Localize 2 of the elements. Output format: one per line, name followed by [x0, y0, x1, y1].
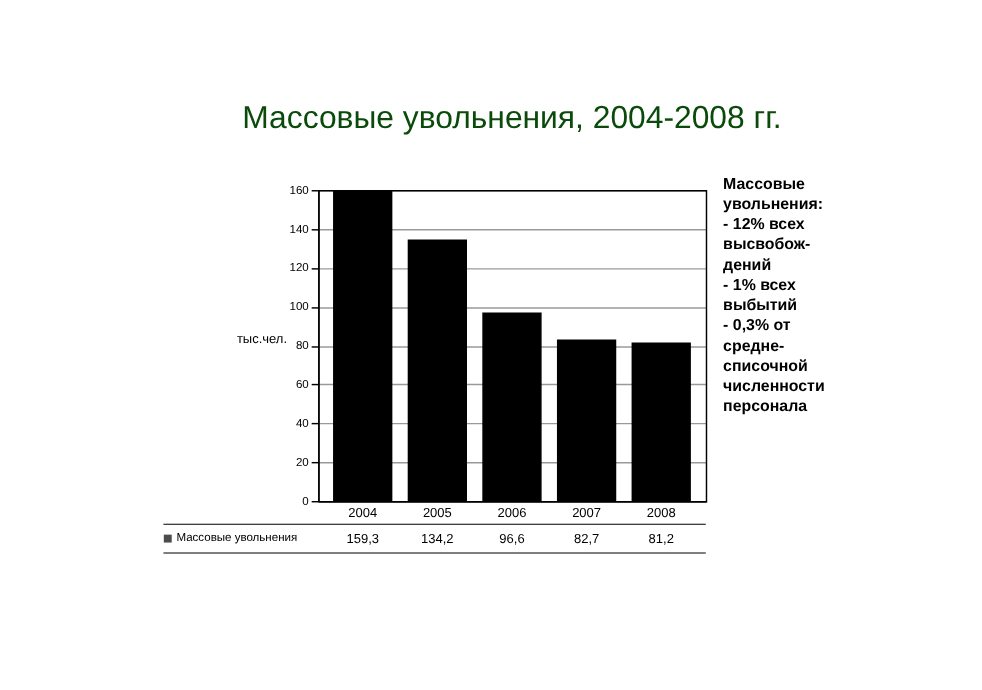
- chart-title: Массовые увольнения, 2004-2008 гг.: [242, 101, 782, 136]
- text: Массовые увольнения: - 12% всех высвобож- дений - 1% всех выбытий - 0,3% от средне- списочной численности персонала: [723, 174, 825, 416]
